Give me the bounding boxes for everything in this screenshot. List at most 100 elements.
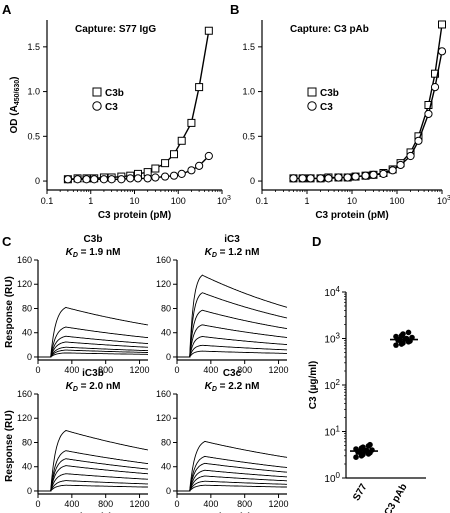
panel-letter-a: A (2, 2, 12, 17)
data-point-c3b (161, 159, 170, 168)
sensorgram-curve (38, 484, 149, 492)
x-tick-label: 800 (237, 499, 252, 509)
x-tick-label: 10 (347, 196, 357, 206)
y-tick-label: 160 (156, 255, 171, 265)
sensorgram-curve (38, 349, 148, 358)
sensorgram-curve (177, 344, 288, 358)
x-tick-label: 0.1 (256, 196, 269, 206)
series-line-c3b (67, 30, 210, 180)
panel-letter-d: D (312, 234, 321, 249)
x-tick-label: 400 (203, 499, 218, 509)
sensorgram-curve (38, 465, 149, 492)
legend-label: C3b (320, 88, 339, 99)
data-point-c3 (151, 173, 160, 182)
y-tick-label: 160 (17, 255, 32, 265)
data-point-c3 (361, 171, 370, 180)
y-tick-label: 104 (324, 285, 340, 299)
data-point-c3b (424, 101, 433, 109)
x-tick-label: 400 (64, 499, 79, 509)
legend-marker-circle (307, 101, 317, 111)
y-tick-label: 0 (166, 352, 171, 362)
sensorgram-curve (38, 326, 149, 358)
sensorgram-curve (177, 274, 288, 358)
y-tick-label: 120 (17, 413, 32, 423)
data-point-c3b (151, 164, 160, 173)
y-tick-label: 0 (27, 352, 32, 362)
data-point-c3 (396, 160, 405, 170)
data-point-c3b (170, 150, 179, 159)
sensorgram-curve (177, 475, 287, 492)
y-tick-label: 120 (17, 279, 32, 289)
panel-c2: 0 400 800 1200 0 40 80 120 160 iC3 KD = 1.2 nM (156, 234, 289, 375)
y-tick-label: 160 (156, 389, 171, 399)
y-tick-label: 102 (324, 378, 340, 392)
data-point-c3 (117, 175, 126, 184)
x-tick-label: 1 (304, 196, 309, 206)
x-tick-label: 10 (129, 196, 139, 206)
y-tick-label: 40 (161, 462, 171, 472)
y-tick-label: 80 (22, 303, 32, 313)
category-label: C3 pAb (383, 482, 410, 513)
x-tick-label: 800 (98, 499, 113, 509)
x-tick-label: 1 (88, 196, 93, 206)
data-point-c3b (438, 20, 446, 29)
kd-label: KD = 1.2 nM (205, 247, 260, 259)
y-axis-label: C3 (µg/ml) (308, 361, 319, 410)
sensorgram-curve (177, 350, 287, 358)
kd-label: KD = 2.0 nM (66, 381, 121, 393)
data-point-c3-pab (400, 331, 406, 337)
y-tick-label: 1.5 (27, 42, 40, 52)
panel-c3: 0400800120004080120160Time (s)Response (… (4, 368, 150, 513)
data-point-c3 (334, 173, 343, 182)
y-tick-label: 80 (161, 303, 171, 313)
data-point-c3 (82, 175, 91, 184)
data-point-c3 (204, 151, 213, 161)
data-point-c3 (388, 166, 397, 175)
data-point-c3 (73, 175, 82, 184)
data-point-c3-pab (393, 333, 399, 340)
sensorgram-curve (177, 469, 288, 492)
y-tick-label: 120 (156, 279, 171, 289)
data-point-c3b (195, 83, 204, 92)
sensorgram-curve (177, 440, 288, 492)
data-point-c3 (369, 170, 378, 179)
sensorgram-curve (38, 352, 148, 358)
x-tick-label: 1200 (269, 499, 289, 509)
y-tick-label: 40 (161, 328, 171, 338)
y-tick-label: 40 (22, 328, 32, 338)
y-tick-label: 80 (22, 437, 32, 447)
x-tick-label: 400 (203, 365, 218, 375)
x-tick-label: 1200 (269, 365, 289, 375)
data-point-c3 (133, 174, 143, 183)
data-point-s77 (367, 441, 373, 448)
data-point-c3 (437, 47, 447, 56)
data-point-c3b (187, 118, 196, 127)
y-tick-label: 160 (17, 389, 32, 399)
sensorgram-curve (38, 346, 148, 358)
data-point-c3 (63, 175, 72, 184)
legend-label: C3b (105, 88, 124, 99)
data-point-c3 (169, 171, 179, 180)
sensorgram-curve (38, 306, 149, 358)
sensorgram-curve (177, 480, 287, 492)
legend-label: C3 (105, 102, 118, 113)
data-point-c3 (324, 174, 333, 183)
legend-marker-square (307, 87, 317, 97)
panel-title: iC3 (224, 234, 240, 245)
category-label: S77 (351, 482, 370, 503)
x-tick-label: 103 (217, 195, 231, 206)
data-point-c3 (195, 161, 204, 170)
data-point-c3b (204, 26, 213, 35)
data-point-c3 (126, 174, 135, 183)
y-axis-label: Response (RU) (4, 276, 15, 348)
data-point-c3 (379, 169, 388, 178)
data-point-c3 (107, 175, 116, 184)
y-tick-label: 0.5 (27, 131, 40, 141)
sensorgram-curve (38, 341, 149, 358)
y-tick-label: 1.5 (242, 42, 255, 52)
y-axis-label: Response (RU) (4, 410, 15, 482)
sensorgram-curve (38, 450, 149, 492)
data-point-c3 (187, 166, 196, 175)
y-tick-label: 1.0 (27, 87, 40, 97)
y-tick-label: 0 (35, 176, 40, 186)
